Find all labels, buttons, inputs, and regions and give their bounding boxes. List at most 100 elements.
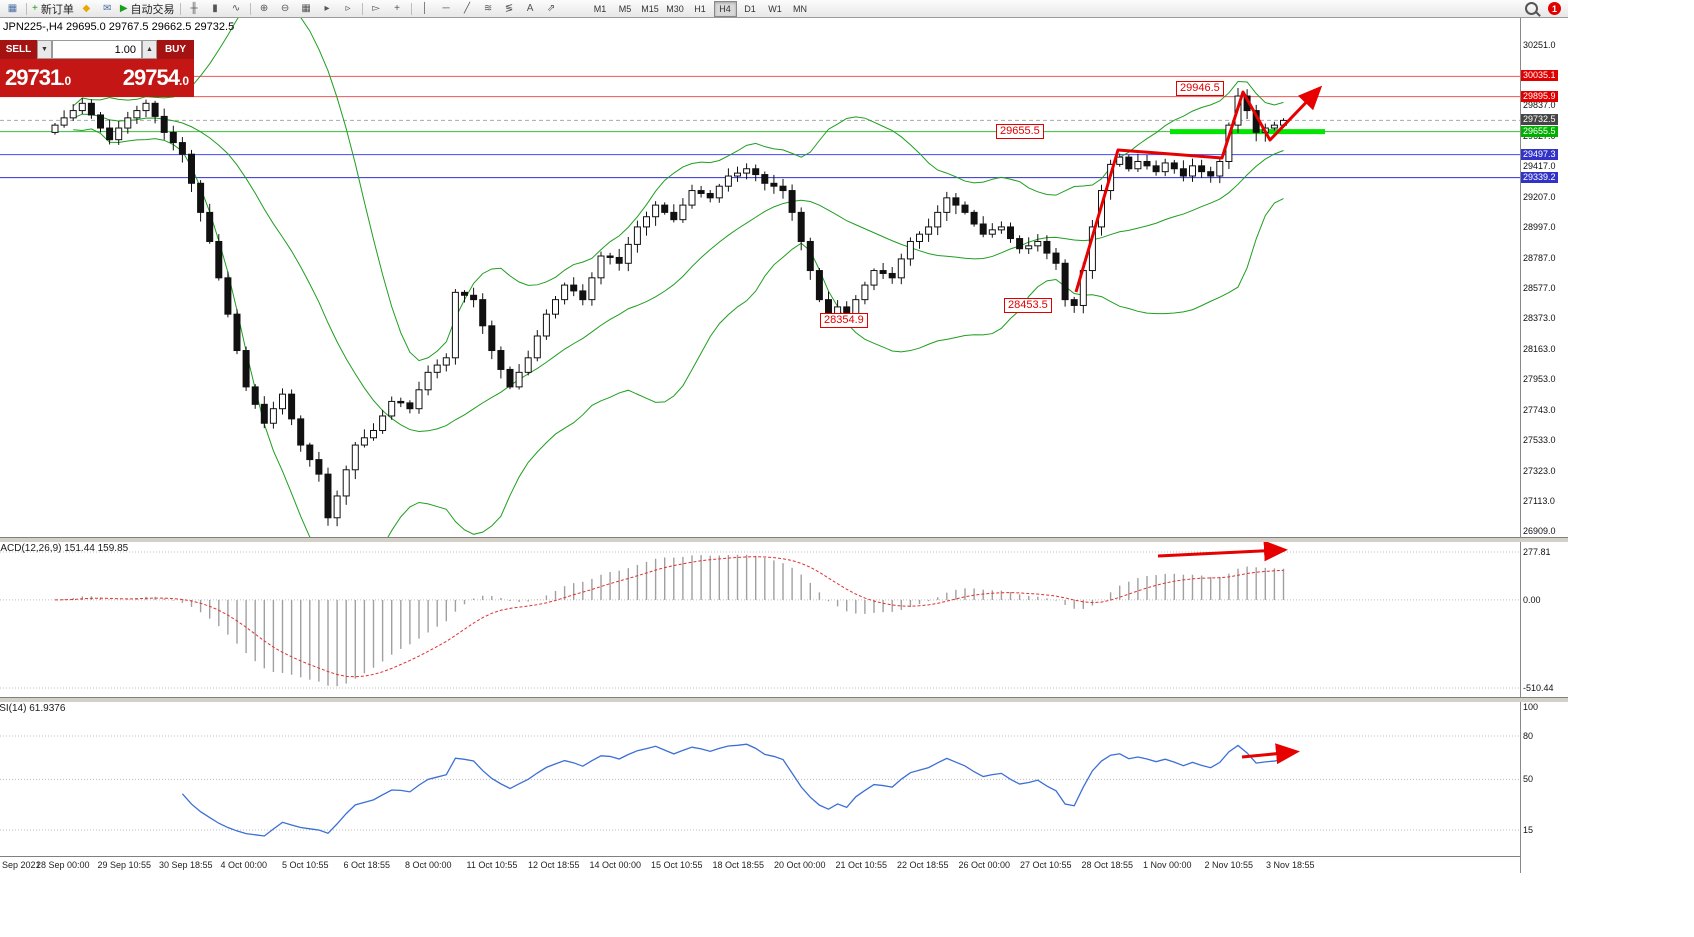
timeframe-m30[interactable]: M30 — [666, 3, 684, 14]
candlestick-chart-icon[interactable]: ▮ — [205, 1, 226, 16]
line-chart-icon: ∿ — [231, 2, 241, 14]
rsi-axis-label: 80 — [1523, 730, 1534, 741]
rsi-panel-splitter[interactable] — [0, 697, 1568, 702]
timeframe-h4[interactable]: H4 — [713, 0, 737, 17]
candle — [925, 226, 933, 235]
candle — [1125, 156, 1133, 170]
fibonacci-icon[interactable]: ≶ — [499, 1, 520, 16]
candle — [761, 174, 769, 184]
vertical-line-icon[interactable]: │ — [415, 1, 436, 16]
search-icon[interactable] — [1525, 2, 1538, 15]
auto-trading-button[interactable]: ▶ 自动交易 — [118, 1, 177, 16]
trade-panel-prices: 29731.0 29754.0 — [0, 59, 194, 97]
time-axis-label: 20 Oct 00:00 — [774, 860, 826, 870]
price-axis-label: 29207.0 — [1523, 191, 1556, 202]
line-chart-icon[interactable]: ∿ — [226, 1, 247, 16]
time-axis-label: 28 Sep 00:00 — [36, 860, 90, 870]
candle — [797, 211, 805, 242]
candle — [260, 403, 268, 424]
candle — [297, 418, 305, 446]
time-axis-label: 8 Oct 00:00 — [405, 860, 452, 870]
candle — [506, 368, 514, 388]
chat-icon[interactable]: ✉ — [97, 1, 118, 16]
zoom-out-icon[interactable]: ⊖ — [275, 1, 296, 16]
time-axis-label: 27 Oct 10:55 — [1020, 860, 1072, 870]
price-axis[interactable]: 30251.029837.029627.029417.029207.028997… — [1521, 0, 1568, 874]
text-icon[interactable]: A — [520, 1, 541, 16]
macd-panel-splitter[interactable] — [0, 537, 1568, 542]
timeframe-mn[interactable]: MN — [793, 3, 808, 14]
time-axis-label: 12 Oct 18:55 — [528, 860, 580, 870]
candle — [333, 495, 341, 519]
price-axis-label: 28577.0 — [1523, 283, 1556, 294]
toolbar-separator — [249, 2, 251, 15]
zoom-in-icon: ⊕ — [259, 2, 269, 14]
ask-price[interactable]: 29754.0 — [123, 65, 189, 91]
rsi-arrow[interactable] — [1241, 743, 1300, 765]
candle — [233, 313, 241, 352]
timeframe-d1[interactable]: D1 — [744, 3, 756, 14]
candle — [724, 175, 732, 187]
macd-arrow[interactable] — [1157, 540, 1288, 562]
candle — [679, 204, 687, 221]
time-axis-label: 11 Oct 10:55 — [466, 860, 518, 870]
tile-windows-icon: ▦ — [301, 2, 311, 14]
price-annotation-box[interactable]: 28453.5 — [1004, 298, 1052, 314]
trend-arrow[interactable] — [1074, 85, 1323, 293]
volume-down-button[interactable]: ▼ — [37, 40, 52, 59]
bollinger-middle-band — [73, 113, 1284, 433]
buy-button[interactable]: BUY — [157, 40, 194, 59]
annotation-arrows-layer[interactable] — [1074, 85, 1323, 765]
cursor-icon: ▻ — [372, 2, 380, 14]
channel-icon[interactable]: ≋ — [478, 1, 499, 16]
bar-chart-icon[interactable]: ╫ — [184, 1, 205, 16]
candle — [351, 444, 359, 471]
price-annotation-box[interactable]: 28354.9 — [820, 312, 868, 328]
chart-canvas[interactable] — [0, 0, 1568, 874]
time-axis-label: 18 Oct 18:55 — [712, 860, 765, 870]
price-axis-separator — [1520, 18, 1521, 873]
timeframe-w1[interactable]: W1 — [768, 3, 782, 14]
candle — [806, 240, 814, 272]
time-axis-label: 14 Oct 00:00 — [589, 860, 642, 870]
indicator-list-icon[interactable]: ◆ — [76, 1, 97, 16]
volume-input[interactable]: 1.00 — [52, 40, 142, 59]
timeframe-m5[interactable]: M5 — [618, 3, 632, 14]
crosshair-icon: + — [394, 2, 400, 14]
price-annotation-box[interactable]: 29946.5 — [1176, 81, 1224, 97]
fibonacci-icon: ≶ — [504, 2, 514, 14]
timeframe-m15[interactable]: M15 — [641, 3, 659, 14]
horizontal-line-icon[interactable]: ─ — [436, 1, 457, 16]
candle — [97, 114, 104, 129]
crosshair-icon[interactable]: + — [387, 1, 408, 16]
timeframe-buttons: M1 M5 M15 M30 H1 H4 D1 W1 MN — [588, 0, 813, 17]
arrow-tool-icon[interactable]: ⇗ — [541, 1, 562, 16]
time-axis[interactable]: Sep 2021 28 Sep 00:00 29 Sep 10:55 30 Sep 1… — [0, 856, 1520, 874]
zoom-in-icon[interactable]: ⊕ — [254, 1, 275, 16]
trendline-icon[interactable]: ╱ — [457, 1, 478, 16]
volume-up-button[interactable]: ▲ — [142, 40, 157, 59]
notification-badge[interactable]: 1 — [1548, 2, 1561, 15]
timeframe-m1[interactable]: M1 — [593, 3, 607, 14]
auto-scroll-icon: ▸ — [324, 2, 330, 14]
time-axis-label: 30 Sep 18:55 — [159, 860, 213, 870]
candle — [206, 211, 214, 242]
price-annotation-box[interactable]: 29655.5 — [996, 123, 1044, 139]
chart-window-icon[interactable]: ▦ — [2, 1, 23, 16]
candle — [788, 190, 796, 213]
chart-shift-icon[interactable]: ▹ — [338, 1, 359, 16]
bid-price[interactable]: 29731.0 — [5, 65, 71, 91]
cursor-icon[interactable]: ▻ — [366, 1, 387, 16]
tile-windows-icon[interactable]: ▦ — [296, 1, 317, 16]
candle — [1070, 299, 1078, 306]
macd-axis-label: 277.81 — [1523, 547, 1551, 557]
timeframe-h1[interactable]: H1 — [694, 3, 706, 14]
candle — [51, 124, 59, 133]
auto-scroll-icon[interactable]: ▸ — [317, 1, 338, 16]
candle — [69, 110, 77, 119]
new-order-button[interactable]: + 新订单 — [30, 1, 76, 16]
candle — [542, 313, 550, 337]
sell-button[interactable]: SELL — [0, 40, 37, 59]
candle — [515, 371, 523, 388]
candle — [688, 190, 696, 206]
